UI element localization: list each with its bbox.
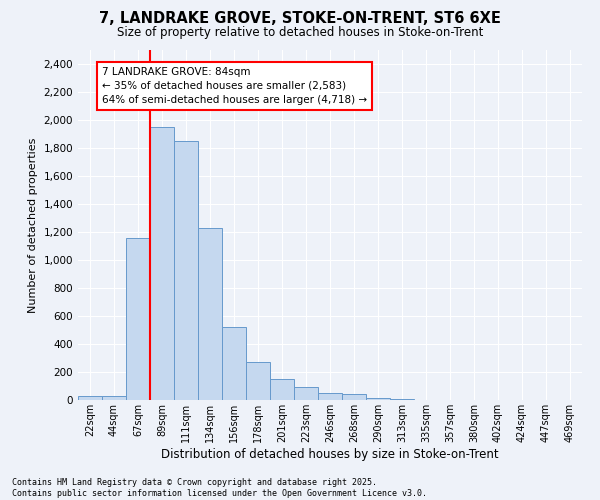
Bar: [78, 396, 102, 400]
Text: Size of property relative to detached houses in Stoke-on-Trent: Size of property relative to detached ho…: [117, 26, 483, 39]
X-axis label: Distribution of detached houses by size in Stoke-on-Trent: Distribution of detached houses by size …: [161, 448, 499, 460]
Bar: [102, 396, 126, 400]
Bar: [198, 228, 222, 400]
Bar: [150, 127, 174, 400]
Y-axis label: Number of detached properties: Number of detached properties: [28, 138, 38, 312]
Bar: [270, 379, 294, 400]
Bar: [390, 399, 414, 400]
Bar: [126, 238, 150, 400]
Bar: [318, 393, 342, 400]
Text: 7 LANDRAKE GROVE: 84sqm
← 35% of detached houses are smaller (2,583)
64% of semi: 7 LANDRAKE GROVE: 84sqm ← 35% of detache…: [102, 67, 367, 105]
Bar: [174, 141, 198, 400]
Bar: [246, 362, 270, 400]
Bar: [366, 398, 390, 400]
Bar: [294, 388, 318, 400]
Bar: [222, 327, 246, 400]
Bar: [342, 394, 366, 400]
Text: 7, LANDRAKE GROVE, STOKE-ON-TRENT, ST6 6XE: 7, LANDRAKE GROVE, STOKE-ON-TRENT, ST6 6…: [99, 11, 501, 26]
Text: Contains HM Land Registry data © Crown copyright and database right 2025.
Contai: Contains HM Land Registry data © Crown c…: [12, 478, 427, 498]
